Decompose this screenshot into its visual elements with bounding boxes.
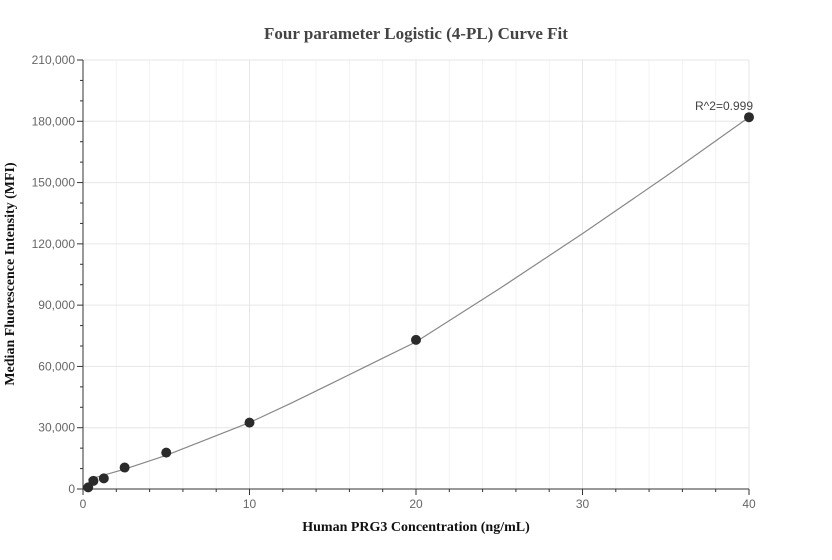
x-tick-label: 30	[576, 497, 590, 511]
y-tick-label: 90,000	[38, 298, 75, 312]
x-tick-label: 20	[409, 497, 423, 511]
data-point	[244, 417, 255, 428]
y-tick-label: 120,000	[32, 237, 76, 251]
data-point	[161, 447, 172, 458]
y-axis-label: Median Fluorescence Intensity (MFI)	[3, 162, 18, 386]
data-point	[98, 473, 109, 484]
fit-curve-line	[88, 116, 750, 480]
data-points-layer	[83, 112, 754, 493]
annotations-layer: R^2=0.999	[695, 99, 753, 113]
x-tick-label: 40	[742, 497, 756, 511]
data-point	[119, 462, 130, 473]
x-tick-label: 10	[243, 497, 257, 511]
y-tick-label: 150,000	[32, 176, 76, 190]
chart-title: Four parameter Logistic (4-PL) Curve Fit	[264, 24, 568, 43]
grid	[83, 59, 750, 489]
data-point	[88, 475, 99, 486]
data-point	[411, 334, 421, 345]
x-tick-label: 0	[80, 497, 87, 511]
y-tick-label: 60,000	[38, 359, 75, 373]
y-tick-label: 0	[68, 482, 75, 496]
axes: 0 10 20 30 40 0 30,000 60,000 90,000 120,000 150,0…	[32, 53, 756, 511]
r-squared-annotation: R^2=0.999	[695, 99, 753, 113]
y-tick-label: 180,000	[32, 114, 76, 128]
x-axis-label: Human PRG3 Concentration (ng/mL)	[302, 520, 530, 535]
y-tick-label: 30,000	[38, 421, 75, 435]
fit-curve-layer	[88, 116, 750, 480]
y-tick-label: 210,000	[32, 53, 76, 67]
data-point	[744, 112, 754, 123]
